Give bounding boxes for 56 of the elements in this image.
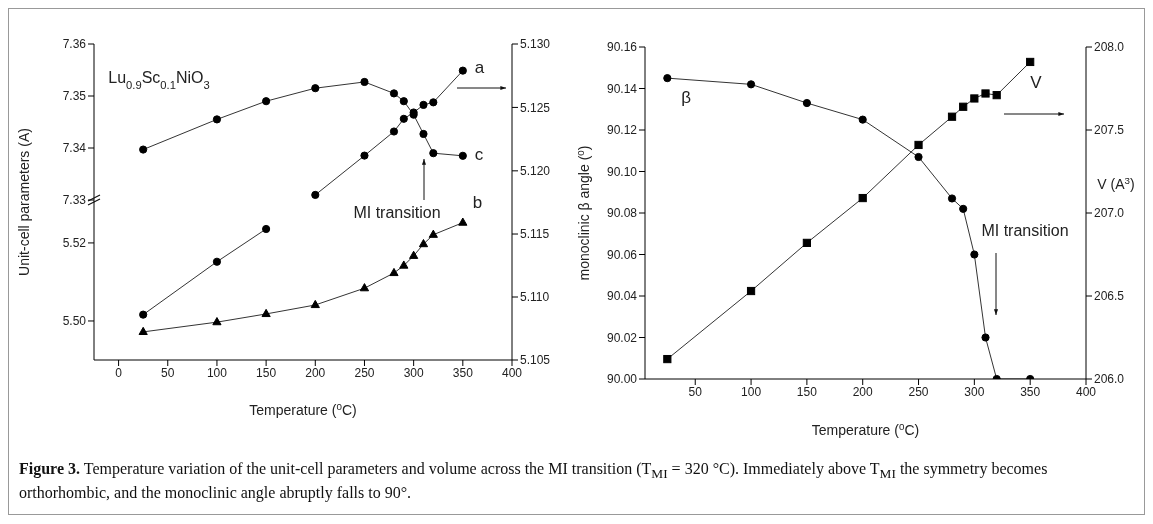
y-tick-label: 5.50 [62,314,87,329]
y2-tick-label: 5.110 [520,290,550,305]
x-tick-label: 50 [688,384,703,399]
y-tick-label: 90.12 [606,123,638,138]
x-axis-title: Temperature ($^{0}$C) [811,420,920,438]
x-tick-label: 400 [1075,384,1097,399]
x-tick-label: 50 [161,365,175,380]
y-tick-label: 5.52 [62,236,87,251]
annotation: MI transition [353,204,441,221]
y-axis-title: Unit-cell parameters (A) [16,128,32,276]
series-label: V [1030,73,1043,93]
y-tick-label: 7.34 [62,141,87,156]
x-tick-label: 200 [305,365,326,380]
y-tick-label: 90.06 [606,247,638,262]
y-tick-label: 7.33 [62,193,87,208]
y2-axis-title: V (A$^{3}$) [1097,174,1135,192]
y-tick-label: 90.02 [606,330,638,345]
y2-tick-label: 5.125 [520,100,551,115]
y-tick-label: 90.14 [606,81,638,96]
y-tick-label: 90.04 [606,289,638,304]
series-label: c [474,145,484,165]
x-tick-label: 400 [501,365,523,380]
y-tick-label: 90.00 [606,372,638,387]
y2-tick-label: 208.0 [1094,40,1125,55]
text: Figure 3. Temperature variation of the unit-cell parameters and volume across the MI transition (T$_{MI}$ = 320 °C). Immediately above T$_{MI}$ the symmetry becomes orthorhombic, and the monoclinic angle abruptly falls to 90°. [19,460,1048,501]
x-tick-label: 200 [852,384,874,399]
y2-tick-label: 5.105 [520,353,551,368]
x-tick-label: 150 [796,384,818,399]
x-tick-label: 250 [354,365,375,380]
x-tick-label: 0 [115,365,123,380]
y2-tick-label: 206.0 [1094,372,1125,387]
annotation: Lu$_{0.9}$Sc$_{0.1}$NiO$_{3}$ [108,69,210,91]
y2-tick-label: 207.0 [1094,206,1125,221]
y2-tick-label: 207.5 [1094,123,1125,138]
y-tick-label: 90.16 [606,40,638,55]
y2-tick-label: 5.115 [520,227,550,242]
y2-tick-label: 206.5 [1094,289,1125,304]
x-tick-label: 350 [1020,384,1041,399]
series-label: b [472,193,483,213]
y2-tick-label: 5.120 [520,164,551,179]
y2-tick-label: 5.130 [520,37,551,52]
x-tick-label: 250 [908,384,929,399]
series-label: a [474,58,485,78]
series-label: β [681,88,692,108]
x-tick-label: 100 [206,365,228,380]
annotation: MI transition [981,222,1069,239]
x-tick-label: 300 [403,365,424,380]
x-tick-label: 350 [452,365,474,380]
y-tick-label: 90.10 [606,164,638,179]
y-tick-label: 90.08 [606,206,638,221]
x-axis-title: Temperature ($^{0}$C) [249,400,357,418]
x-tick-label: 300 [964,384,985,399]
x-tick-label: 150 [256,365,277,380]
x-tick-label: 100 [741,384,762,399]
y-tick-label: 7.35 [62,89,87,104]
y-tick-label: 7.36 [62,37,87,52]
